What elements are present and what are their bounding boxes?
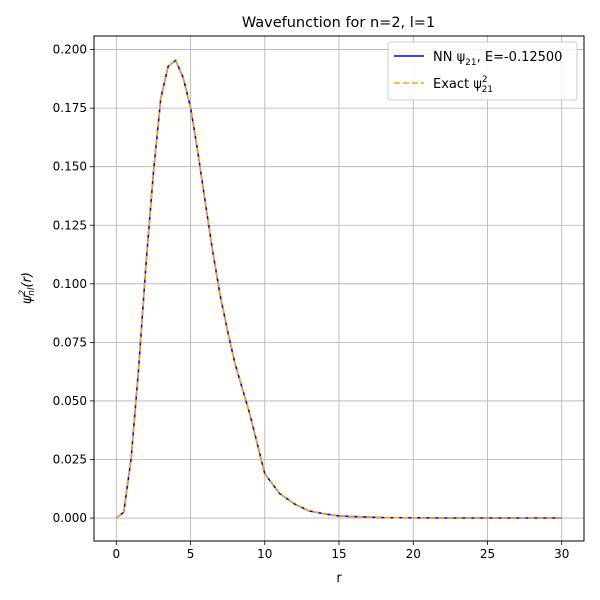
x-tick-layer: 0 5 10 15 20 25 30: [112, 541, 569, 561]
y-tick-label: 0.175: [53, 101, 87, 115]
x-tick-label: 0: [112, 547, 120, 561]
series-layer: [115, 59, 562, 519]
legend-label-nn: NN ψ21, E=-0.12500: [433, 50, 562, 68]
x-tick-label: 20: [406, 547, 421, 561]
x-tick-label: 10: [257, 547, 272, 561]
y-axis-label: ψ2nl(r): [18, 272, 37, 304]
y-tick-label: 0.200: [53, 43, 87, 57]
x-tick-label: 30: [554, 547, 569, 561]
x-tick-label: 15: [331, 547, 346, 561]
legend-label-exact: Exact ψ2 21: [433, 75, 493, 95]
y-tick-label: 0.050: [53, 394, 87, 408]
x-tick-label: 5: [187, 547, 195, 561]
x-tick-label: 25: [480, 547, 495, 561]
x-axis-label: r: [336, 571, 342, 586]
legend: NN ψ21, E=-0.12500 Exact ψ2 21: [387, 41, 578, 101]
y-tick-label: 0.075: [53, 335, 87, 349]
y-tick-layer: 0.000 0.025 0.050 0.075 0.100 0.125 0.150 0.175…: [53, 43, 94, 525]
y-tick-label: 0.125: [53, 218, 87, 232]
y-tick-label: 0.000: [53, 511, 87, 525]
legend-box: [387, 41, 578, 101]
series-line-exact: [115, 59, 562, 519]
y-tick-label: 0.025: [53, 452, 87, 466]
y-tick-label: 0.100: [53, 277, 87, 291]
y-tick-label: 0.150: [53, 160, 87, 174]
chart-title: Wavefunction for n=2, l=1: [242, 15, 435, 31]
